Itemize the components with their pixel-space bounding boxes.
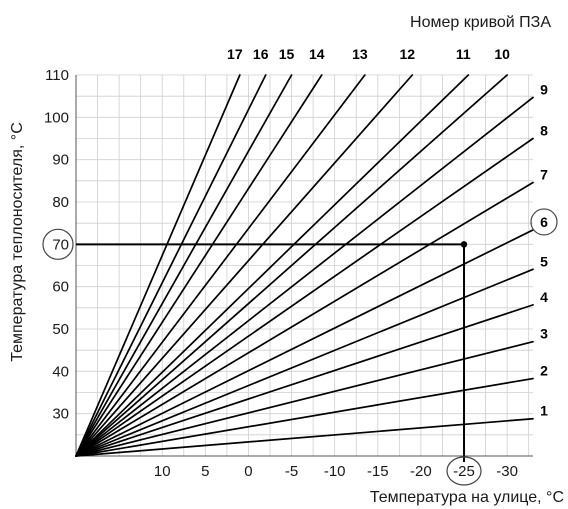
x-tick-label: -5 bbox=[285, 463, 298, 480]
curve-line-13 bbox=[75, 74, 366, 457]
curve-label-10: 10 bbox=[494, 46, 510, 62]
curve-line-10 bbox=[75, 74, 508, 457]
curve-line-7 bbox=[75, 181, 534, 457]
curve-label-17: 17 bbox=[227, 46, 243, 62]
y-tick-label: 40 bbox=[52, 363, 69, 380]
axes bbox=[75, 75, 533, 457]
curve-line-11 bbox=[75, 74, 470, 457]
x-tick-label: 10 bbox=[154, 463, 171, 480]
curve-label-6: 6 bbox=[540, 214, 548, 230]
curve-label-3: 3 bbox=[540, 326, 548, 342]
curve-label-9: 9 bbox=[540, 81, 548, 97]
curve-line-12 bbox=[75, 74, 414, 457]
y-tick-highlight-circle bbox=[42, 228, 74, 260]
x-tick-label: 0 bbox=[244, 463, 252, 480]
x-tick-label: -15 bbox=[367, 463, 389, 480]
y-tick-label: 50 bbox=[52, 321, 69, 338]
curve-label-7: 7 bbox=[540, 167, 548, 183]
y-tick-label: 80 bbox=[52, 194, 69, 211]
curve-line-6 bbox=[75, 229, 534, 457]
curve-line-15 bbox=[75, 74, 293, 457]
curve-label-1: 1 bbox=[540, 403, 548, 419]
y-tick-label: 30 bbox=[52, 406, 69, 423]
curve-line-9 bbox=[75, 96, 534, 457]
tick-labels: 10 5 0 -5 -10 -15 -20 -25 -303040506070809010011… bbox=[42, 67, 518, 486]
curve-label-highlight-circle bbox=[530, 208, 558, 236]
x-tick-label: -20 bbox=[410, 463, 432, 480]
x-tick-label: -25 bbox=[453, 463, 475, 480]
curve-label-8: 8 bbox=[540, 123, 548, 139]
x-tick-label: -30 bbox=[496, 463, 518, 480]
curve-label-14: 14 bbox=[309, 46, 325, 62]
y-tick-label: 110 bbox=[45, 67, 69, 84]
y-tick-label: 60 bbox=[52, 279, 69, 296]
curve-label-16: 16 bbox=[253, 46, 269, 62]
curve-line-14 bbox=[75, 74, 323, 457]
curve-line-17 bbox=[75, 74, 241, 457]
curve-line-8 bbox=[75, 137, 534, 457]
x-tick-highlight-circle bbox=[446, 456, 482, 486]
y-tick-label: 100 bbox=[44, 109, 69, 126]
y-tick-label: 70 bbox=[52, 236, 69, 253]
curve-label-13: 13 bbox=[352, 46, 368, 62]
curve-line-3 bbox=[75, 340, 534, 457]
curve-label-11: 11 bbox=[456, 46, 471, 62]
curve-line-16 bbox=[75, 74, 267, 457]
curves bbox=[75, 74, 534, 457]
curve-label-5: 5 bbox=[540, 253, 548, 269]
highlight-lines bbox=[76, 241, 468, 462]
curve-line-4 bbox=[75, 304, 534, 457]
y-axis-label: Температура теплоносителя, °C bbox=[9, 122, 26, 362]
x-tick-label: -10 bbox=[324, 463, 346, 480]
curve-label-12: 12 bbox=[399, 46, 415, 62]
curve-line-1 bbox=[75, 417, 534, 457]
x-tick-label: 5 bbox=[201, 463, 209, 480]
chart-title: Номер кривой ПЗА bbox=[410, 14, 551, 31]
curve-label-4: 4 bbox=[540, 289, 548, 305]
curve-line-5 bbox=[75, 268, 534, 457]
highlight-point bbox=[460, 241, 468, 248]
curve-label-15: 15 bbox=[279, 46, 295, 62]
x-axis-label: Температура на улице, °C bbox=[370, 489, 564, 506]
curve-line-2 bbox=[75, 377, 534, 457]
curve-label-2: 2 bbox=[540, 363, 548, 379]
y-tick-label: 90 bbox=[52, 152, 69, 169]
